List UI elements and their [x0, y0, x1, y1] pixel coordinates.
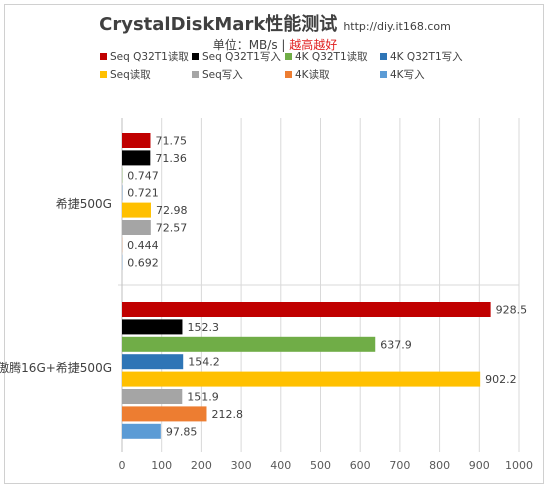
- legend-swatch: [285, 53, 292, 60]
- subtitle-separator: |: [277, 38, 290, 52]
- bar: [122, 319, 183, 335]
- legend-swatch: [100, 53, 107, 60]
- data-label: 71.36: [155, 152, 187, 165]
- bar: [122, 133, 151, 148]
- bar: [122, 302, 491, 317]
- title-row: CrystalDiskMark性能测试 http://diy.it168.com: [0, 10, 550, 36]
- category-label: 希捷500G: [56, 196, 112, 211]
- bar: [122, 202, 151, 218]
- legend-label: Seq Q32T1读取: [110, 50, 189, 63]
- category-label: 傲腾16G+希捷500G: [0, 360, 112, 375]
- bar: [122, 423, 161, 439]
- higher-is-better-label: 越高越好: [289, 38, 338, 52]
- legend-swatch: [380, 71, 387, 78]
- bar: [122, 336, 376, 352]
- x-tick-label: 700: [389, 459, 410, 472]
- legend-label: 4K Q32T1写入: [390, 51, 463, 63]
- bar: [122, 389, 183, 404]
- data-label: 97.85: [166, 425, 198, 438]
- x-tick-label: 300: [231, 459, 252, 472]
- bar: [122, 220, 151, 235]
- legend-swatch: [380, 53, 387, 60]
- x-tick-label: 900: [469, 459, 490, 472]
- x-tick-label: 200: [191, 459, 212, 472]
- legend-swatch: [285, 71, 292, 78]
- legend-label: Seq读取: [110, 68, 151, 81]
- data-label: 154.2: [188, 356, 220, 369]
- chart-frame: [4, 4, 544, 484]
- data-label: 0.721: [127, 187, 159, 200]
- data-label: 72.98: [156, 204, 188, 217]
- x-tick-label: 600: [350, 459, 371, 472]
- legend-label: 4K写入: [390, 69, 425, 81]
- legend-swatch: [100, 71, 107, 78]
- bar: [122, 354, 184, 370]
- data-label: 0.747: [127, 169, 159, 182]
- data-label: 637.9: [380, 338, 412, 351]
- data-label: 902.2: [485, 373, 517, 386]
- legend-label: 4K Q32T1读取: [295, 50, 368, 63]
- bar: [122, 150, 151, 166]
- data-label: 212.8: [211, 408, 243, 421]
- x-tick-label: 400: [270, 459, 291, 472]
- bar: [122, 371, 481, 387]
- legend-swatch: [192, 71, 199, 78]
- units-label: 单位：MB/s: [212, 38, 278, 52]
- chart-title: CrystalDiskMark性能测试: [99, 14, 338, 35]
- legend-label: 4K读取: [295, 68, 330, 81]
- x-tick-label: 0: [119, 459, 126, 472]
- x-tick-label: 500: [310, 459, 331, 472]
- data-label: 928.5: [496, 304, 528, 317]
- x-tick-label: 1000: [505, 459, 533, 472]
- legend-label: Seq Q32T1写入: [202, 51, 281, 63]
- data-label: 0.692: [127, 256, 158, 269]
- bar: [122, 406, 207, 422]
- data-label: 72.57: [156, 222, 188, 235]
- legend-label: Seq写入: [202, 69, 243, 81]
- x-tick-label: 100: [151, 459, 172, 472]
- source-url: http://diy.it168.com: [343, 20, 451, 33]
- legend-swatch: [192, 53, 199, 60]
- subtitle-row: 单位：MB/s | 越高越好: [0, 36, 550, 53]
- x-tick-label: 800: [429, 459, 450, 472]
- data-label: 0.444: [127, 239, 159, 252]
- data-label: 152.3: [187, 321, 219, 334]
- data-label: 71.75: [155, 135, 187, 148]
- data-label: 151.9: [187, 391, 219, 404]
